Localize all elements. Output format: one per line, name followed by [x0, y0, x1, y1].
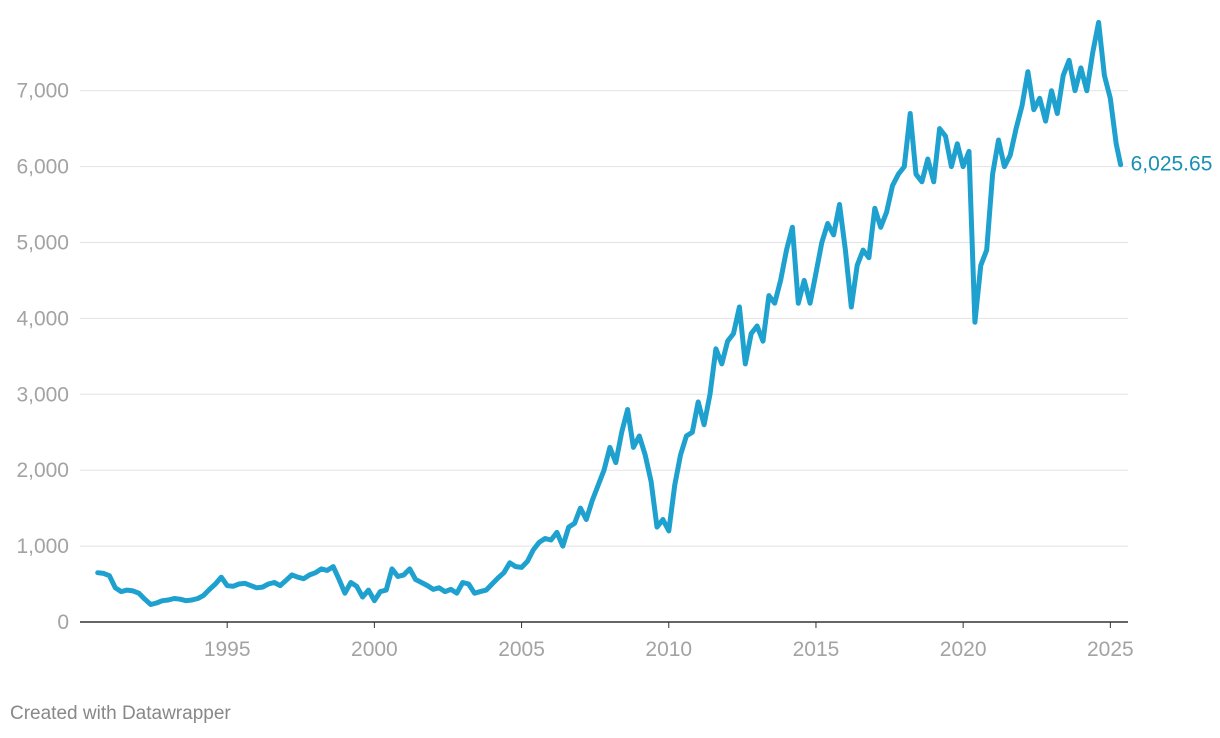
y-tick-label: 4,000: [16, 307, 69, 330]
series-line: [95, 19, 1124, 607]
x-tick-label: 2010: [645, 638, 692, 661]
y-tick-label: 2,000: [16, 459, 69, 482]
x-axis: 1995 2000 2005 2010 2015 2020 2025: [204, 622, 1134, 661]
gridlines: [80, 90, 1128, 623]
x-tick-label: 2005: [498, 638, 545, 661]
x-tick-label: 2025: [1087, 638, 1134, 661]
x-tick-label: 2020: [940, 638, 987, 661]
y-tick-label: 6,000: [16, 156, 69, 179]
x-tick-label: 2000: [351, 638, 398, 661]
y-tick-label: 0: [57, 611, 69, 634]
x-tick-label: 2015: [793, 638, 840, 661]
series-group: [95, 19, 1124, 607]
x-tick-label: 1995: [204, 638, 251, 661]
y-tick-label: 7,000: [16, 80, 69, 103]
y-axis: 0 1,000 2,000 3,000 4,000 5,000 6,000 7,000: [16, 80, 69, 634]
y-tick-label: 1,000: [16, 535, 69, 558]
footer-credit: Created with Datawrapper: [10, 703, 231, 724]
y-tick-label: 5,000: [16, 232, 69, 255]
y-tick-label: 3,000: [16, 383, 69, 406]
end-value-label: 6,025.65: [1131, 153, 1213, 176]
